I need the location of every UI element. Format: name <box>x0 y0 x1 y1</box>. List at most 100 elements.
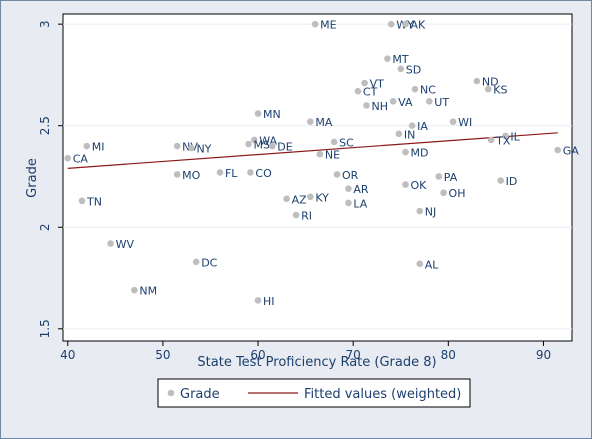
data-point-hi <box>254 297 262 304</box>
point-label-ks: KS <box>493 84 507 97</box>
data-point-dc <box>192 258 200 266</box>
data-point-ia <box>408 122 416 130</box>
point-label-sd: SD <box>406 63 421 76</box>
point-label-ia: IA <box>417 120 428 133</box>
data-point-mi <box>83 142 91 150</box>
data-point-mt <box>384 55 391 62</box>
point-label-ct: CT <box>363 86 378 99</box>
point-label-ak: AK <box>411 19 427 32</box>
data-point-az <box>283 195 290 203</box>
point-label-pa: PA <box>444 171 458 184</box>
data-point-ms <box>245 140 252 148</box>
point-label-sc: SC <box>339 136 354 149</box>
data-point-sd <box>397 65 405 73</box>
y-tick-label: 2 <box>38 223 52 231</box>
plot-area <box>62 13 573 342</box>
data-point-nj <box>416 207 424 215</box>
x-tick-label: 90 <box>536 348 551 362</box>
data-point-va <box>389 98 397 105</box>
data-point-ri <box>292 211 300 219</box>
x-tick-label: 60 <box>250 348 265 362</box>
y-tick-label: 3 <box>38 20 52 28</box>
data-point-nv <box>173 142 181 150</box>
data-point-pa <box>435 173 443 180</box>
y-tick-label: 1.5 <box>38 319 52 338</box>
point-label-dc: DC <box>201 256 217 269</box>
data-point-fl <box>216 169 224 176</box>
x-tick-label: 70 <box>346 348 361 362</box>
point-label-nh: NH <box>371 100 388 113</box>
data-point-la <box>345 199 352 207</box>
point-label-ca: CA <box>73 153 89 166</box>
point-label-or: OR <box>342 169 359 182</box>
point-label-ny: NY <box>196 143 211 156</box>
point-label-vt: VT <box>370 78 385 91</box>
data-point-ut <box>425 98 433 105</box>
data-point-id <box>497 177 504 184</box>
x-tick-label: 80 <box>441 348 456 362</box>
point-label-fl: FL <box>225 167 238 180</box>
data-point-co <box>247 169 254 176</box>
data-point-nd <box>473 77 481 85</box>
data-point-ks <box>484 85 492 93</box>
point-label-ar: AR <box>353 183 369 196</box>
data-point-wi <box>449 118 457 125</box>
point-label-mt: MT <box>392 53 408 66</box>
data-point-mn <box>254 110 262 117</box>
point-label-ma: MA <box>315 116 332 129</box>
point-label-nd: ND <box>482 76 499 89</box>
x-axis-label: State Test Proficiency Rate (Grade 8) <box>197 355 436 370</box>
data-point-ar <box>345 185 352 192</box>
data-point-tx <box>487 136 495 144</box>
point-label-in: IN <box>404 128 415 141</box>
point-label-me: ME <box>320 19 336 32</box>
point-label-ky: KY <box>315 191 329 204</box>
data-point-ma <box>307 118 314 125</box>
point-label-va: VA <box>398 96 413 109</box>
data-point-ok <box>402 181 409 188</box>
data-point-ca <box>64 154 72 162</box>
data-point-wv <box>107 240 114 247</box>
data-point-nc <box>411 85 419 93</box>
point-label-mi: MI <box>92 141 105 154</box>
data-point-in <box>395 130 403 138</box>
data-point-wy <box>387 20 395 28</box>
legend-point-marker <box>167 389 175 397</box>
point-label-mo: MO <box>182 169 200 182</box>
x-tick-label: 50 <box>155 348 170 362</box>
point-label-ne: NE <box>325 149 340 162</box>
point-label-al: AL <box>425 258 440 271</box>
point-label-co: CO <box>255 167 272 180</box>
data-point-il <box>502 132 509 140</box>
point-label-oh: OH <box>449 187 466 200</box>
data-point-ga <box>554 146 562 154</box>
point-label-wi: WI <box>458 116 472 129</box>
point-label-wv: WV <box>116 238 135 251</box>
data-point-ak <box>402 20 409 28</box>
point-label-il: IL <box>510 130 520 143</box>
data-points: MEWYAKMTSDNDNCVTKSCTVAUTNHMNMAIAWIWANVMI… <box>64 19 579 308</box>
data-point-nh <box>363 102 370 109</box>
point-label-ok: OK <box>411 179 428 192</box>
data-point-mo <box>173 171 181 178</box>
point-label-ri: RI <box>301 210 312 223</box>
legend-grade-label: Grade <box>180 387 220 402</box>
point-label-hi: HI <box>263 295 275 308</box>
point-label-nc: NC <box>420 84 436 97</box>
data-point-sc <box>330 138 338 146</box>
axes: 1.5 2 2.5 3 40 50 60 70 80 90 <box>38 20 551 362</box>
point-label-nm: NM <box>139 285 157 298</box>
point-label-ut: UT <box>434 96 449 109</box>
point-label-tn: TN <box>86 195 102 208</box>
data-point-ny <box>188 144 195 152</box>
legend-fitted-label: Fitted values (weighted) <box>304 387 461 402</box>
legend-box <box>157 378 471 408</box>
data-point-wa <box>250 136 258 144</box>
point-label-az: AZ <box>292 193 308 206</box>
data-point-me <box>311 20 319 28</box>
point-label-de: DE <box>277 141 292 154</box>
data-point-de <box>269 142 276 150</box>
point-label-nj: NJ <box>425 206 436 219</box>
data-point-ky <box>307 193 314 201</box>
point-label-ms: MS <box>254 138 270 151</box>
